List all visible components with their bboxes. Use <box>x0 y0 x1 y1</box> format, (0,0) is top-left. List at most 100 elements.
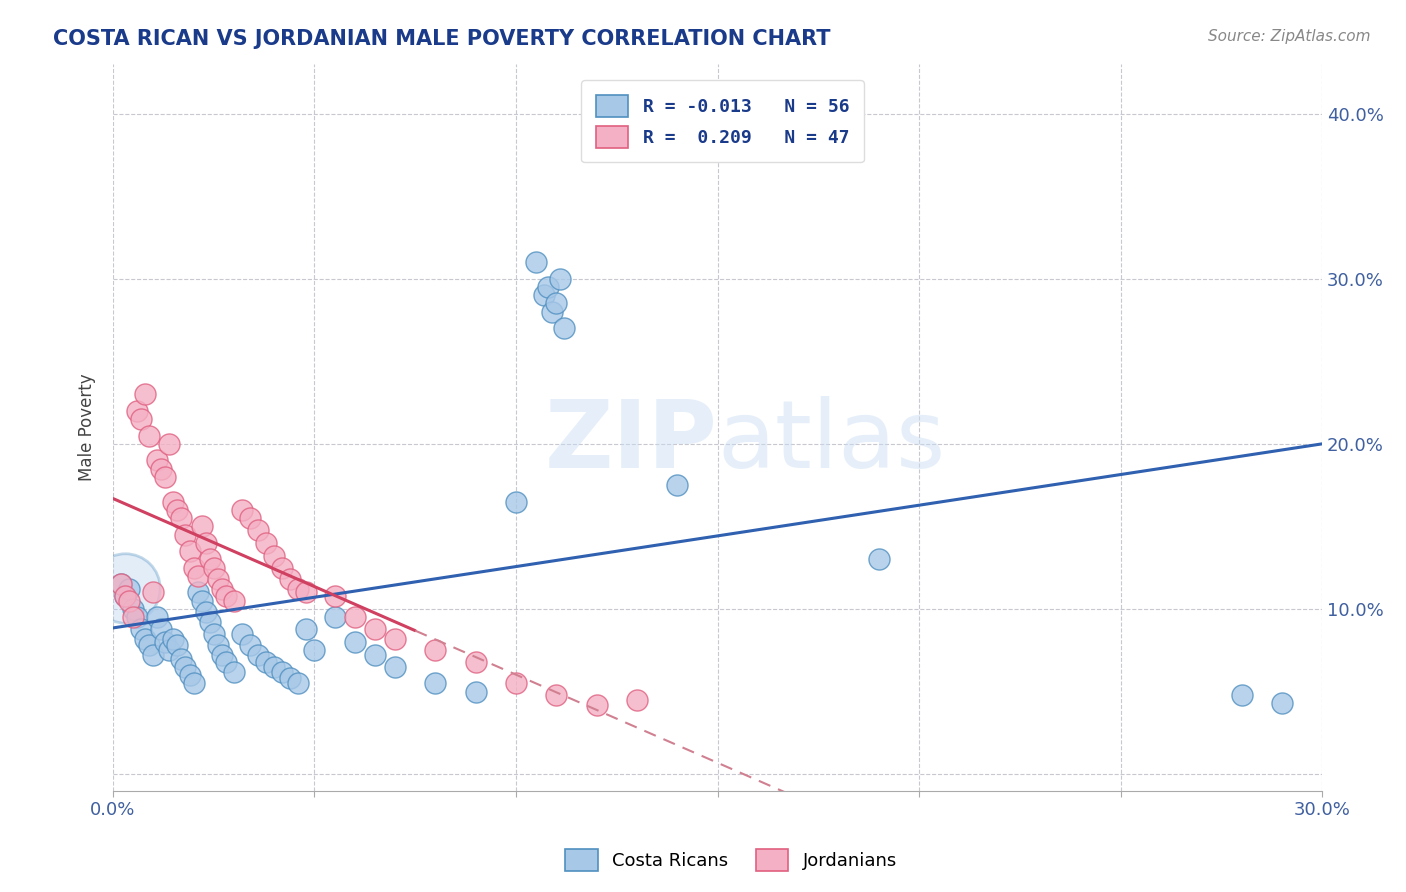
Point <box>142 648 165 663</box>
Point <box>157 437 180 451</box>
Point <box>231 503 253 517</box>
Point <box>550 271 572 285</box>
Point <box>190 519 212 533</box>
Point <box>198 615 221 630</box>
Point <box>278 572 301 586</box>
Point <box>179 544 201 558</box>
Point <box>464 684 486 698</box>
Point <box>207 572 229 586</box>
Text: ZIP: ZIP <box>544 396 717 488</box>
Point <box>546 688 568 702</box>
Point <box>384 632 406 646</box>
Point <box>138 428 160 442</box>
Point <box>295 622 318 636</box>
Point <box>207 638 229 652</box>
Point <box>464 655 486 669</box>
Point <box>364 648 387 663</box>
Point <box>174 659 197 673</box>
Point <box>118 582 141 596</box>
Point <box>287 676 309 690</box>
Text: Source: ZipAtlas.com: Source: ZipAtlas.com <box>1208 29 1371 44</box>
Point <box>157 643 180 657</box>
Point <box>541 304 564 318</box>
Point <box>425 676 447 690</box>
Point <box>150 461 173 475</box>
Point <box>239 638 262 652</box>
Point <box>287 582 309 596</box>
Point <box>155 635 177 649</box>
Point <box>129 622 152 636</box>
Point <box>553 321 575 335</box>
Point <box>278 671 301 685</box>
Point <box>194 536 217 550</box>
Point <box>343 635 366 649</box>
Point <box>524 255 547 269</box>
Point <box>254 655 277 669</box>
Point <box>194 605 217 619</box>
Point <box>666 478 689 492</box>
Point <box>263 549 285 563</box>
Point <box>215 589 238 603</box>
Point <box>323 589 346 603</box>
Point <box>114 589 136 603</box>
Point <box>127 404 149 418</box>
Point <box>150 622 173 636</box>
Point <box>505 676 527 690</box>
Point <box>110 577 132 591</box>
Point <box>585 698 607 712</box>
Point <box>134 632 156 646</box>
Point <box>198 552 221 566</box>
Point <box>166 638 188 652</box>
Point <box>170 651 193 665</box>
Point <box>146 610 169 624</box>
Point <box>202 560 225 574</box>
Point <box>162 632 184 646</box>
Point <box>183 560 205 574</box>
Text: COSTA RICAN VS JORDANIAN MALE POVERTY CORRELATION CHART: COSTA RICAN VS JORDANIAN MALE POVERTY CO… <box>53 29 831 48</box>
Point <box>166 503 188 517</box>
Point <box>187 585 209 599</box>
Point <box>505 494 527 508</box>
Legend: Costa Ricans, Jordanians: Costa Ricans, Jordanians <box>558 842 904 879</box>
Point <box>155 470 177 484</box>
Point <box>239 511 262 525</box>
Point <box>323 610 346 624</box>
Y-axis label: Male Poverty: Male Poverty <box>79 374 96 481</box>
Point <box>222 593 245 607</box>
Point <box>271 665 294 679</box>
Point <box>343 610 366 624</box>
Point <box>211 648 233 663</box>
Point <box>626 693 648 707</box>
Point <box>122 602 145 616</box>
Point <box>295 585 318 599</box>
Point <box>110 577 132 591</box>
Point <box>546 296 568 310</box>
Point <box>134 387 156 401</box>
Point <box>190 593 212 607</box>
Point <box>215 655 238 669</box>
Point <box>384 659 406 673</box>
Point <box>254 536 277 550</box>
Point <box>179 668 201 682</box>
Point <box>162 494 184 508</box>
Point <box>187 569 209 583</box>
Point <box>364 622 387 636</box>
Point <box>170 511 193 525</box>
Point <box>211 582 233 596</box>
Point <box>1230 688 1253 702</box>
Point <box>122 610 145 624</box>
Point <box>222 665 245 679</box>
Point <box>183 676 205 690</box>
Point <box>146 453 169 467</box>
Point <box>271 560 294 574</box>
Point <box>1271 696 1294 710</box>
Point <box>127 610 149 624</box>
Point <box>247 523 270 537</box>
Point <box>231 626 253 640</box>
Legend: R = -0.013   N = 56, R =  0.209   N = 47: R = -0.013 N = 56, R = 0.209 N = 47 <box>582 80 863 162</box>
Point <box>202 626 225 640</box>
Point <box>118 593 141 607</box>
Text: atlas: atlas <box>717 396 946 488</box>
Point <box>129 412 152 426</box>
Point <box>425 643 447 657</box>
